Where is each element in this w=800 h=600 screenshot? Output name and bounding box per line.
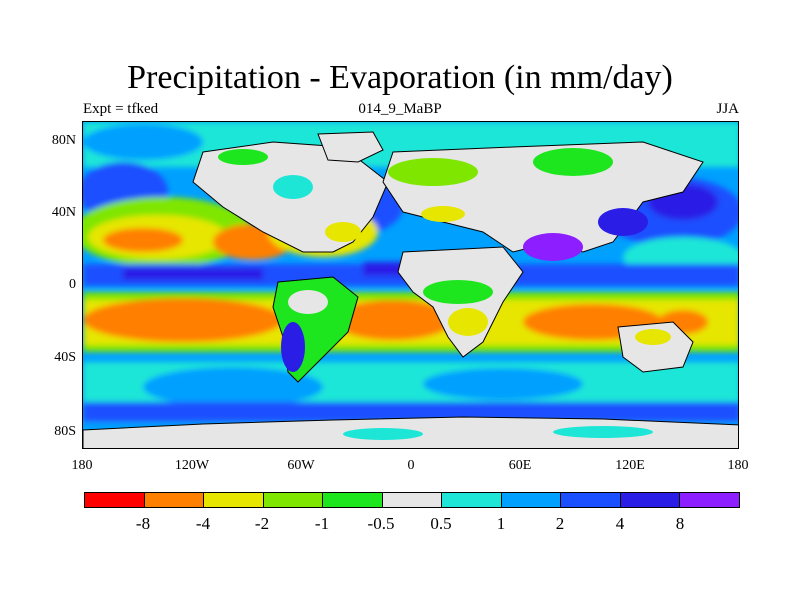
colorbar-label: -2 <box>254 514 270 533</box>
colorbar-label: 2 <box>555 514 565 533</box>
timestep-label: 014_9_MaBP <box>358 101 442 117</box>
lon-label-180w: 180 <box>71 458 93 473</box>
experiment-label: Expt = tfked <box>83 101 159 117</box>
lon-label-180e: 180 <box>727 458 749 473</box>
colorbar-swatch <box>323 493 383 507</box>
colorbar-label: 8 <box>675 514 685 533</box>
lon-label-60e: 60E <box>508 458 532 473</box>
colorbar-swatch <box>680 493 740 507</box>
colorbar-label: 1 <box>496 514 506 533</box>
colorbar-label: -8 <box>135 514 151 533</box>
colorbar-label: 4 <box>615 514 625 533</box>
colorbar-swatch <box>204 493 264 507</box>
colorbar-swatch <box>382 493 443 507</box>
lat-label-40n: 40N <box>51 205 76 220</box>
colorbar-swatch <box>144 493 205 507</box>
colorbar-label: -1 <box>314 514 330 533</box>
colorbar-swatch <box>442 493 502 507</box>
plot-title: Precipitation - Evaporation (in mm/day) <box>127 59 673 96</box>
colorbar-swatch <box>501 493 562 507</box>
field-map <box>83 122 738 448</box>
season-label: JJA <box>716 101 739 117</box>
lon-label-120e: 120E <box>615 458 645 473</box>
colorbar-swatch <box>85 493 145 507</box>
land-areas <box>83 131 738 448</box>
colorbar-swatch <box>620 493 681 507</box>
colorbar-swatch <box>263 493 324 507</box>
lat-label-0: 0 <box>69 277 76 292</box>
colorbar-label: -0.5 <box>367 514 395 533</box>
colorbar <box>84 492 740 508</box>
colorbar-label: 0.5 <box>430 514 452 533</box>
colorbar-swatch <box>561 493 621 507</box>
map-panel <box>82 121 739 449</box>
lon-label-120w: 120W <box>174 458 210 473</box>
colorbar-label: -4 <box>195 514 211 533</box>
lat-label-80s: 80S <box>54 424 76 439</box>
lon-label-60w: 60W <box>287 458 315 473</box>
lon-label-0: 0 <box>407 458 415 473</box>
lat-label-40s: 40S <box>54 350 76 365</box>
lat-label-80n: 80N <box>51 133 76 148</box>
